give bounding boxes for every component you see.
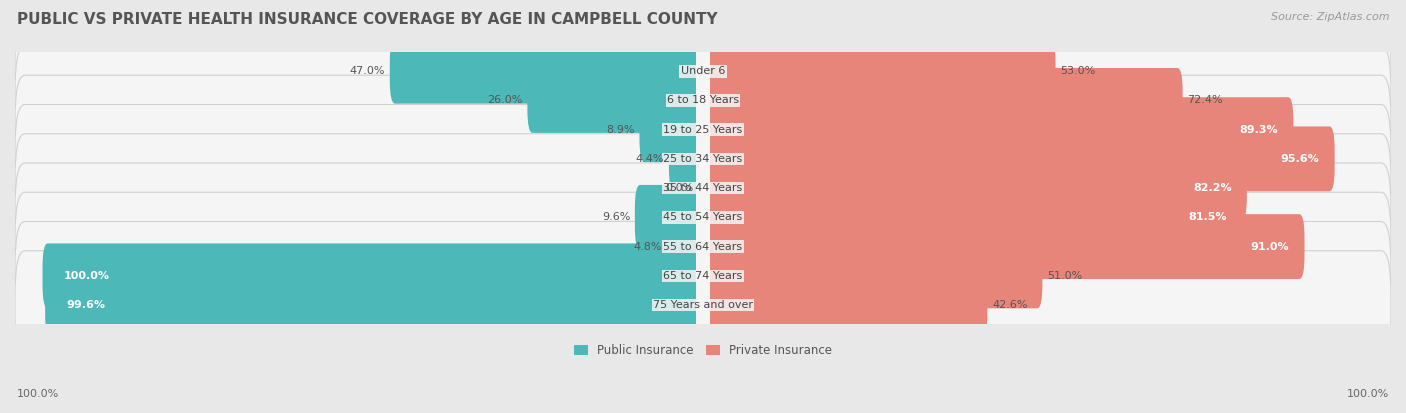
FancyBboxPatch shape [527,68,709,133]
FancyBboxPatch shape [15,192,1391,301]
Bar [696,33,706,109]
Text: 25 to 34 Years: 25 to 34 Years [664,154,742,164]
Text: 81.5%: 81.5% [1188,212,1227,222]
Bar [696,237,706,314]
Text: 89.3%: 89.3% [1240,125,1278,135]
Bar [700,33,710,109]
Text: 91.0%: 91.0% [1251,242,1289,252]
FancyBboxPatch shape [15,134,1391,242]
FancyBboxPatch shape [697,68,1182,133]
Text: 75 Years and over: 75 Years and over [652,300,754,310]
Text: 100.0%: 100.0% [65,271,110,281]
Bar [696,121,706,197]
Bar [696,267,706,344]
Text: 100.0%: 100.0% [17,389,59,399]
Text: 9.6%: 9.6% [602,212,630,222]
Legend: Public Insurance, Private Insurance: Public Insurance, Private Insurance [569,339,837,362]
Bar [700,267,710,344]
FancyBboxPatch shape [15,163,1391,272]
Text: 0.0%: 0.0% [665,183,693,193]
FancyBboxPatch shape [45,273,709,337]
FancyBboxPatch shape [15,75,1391,184]
Text: Source: ZipAtlas.com: Source: ZipAtlas.com [1271,12,1389,22]
Text: 42.6%: 42.6% [993,300,1028,310]
FancyBboxPatch shape [666,214,709,279]
Text: 26.0%: 26.0% [488,95,523,105]
Text: 45 to 54 Years: 45 to 54 Years [664,212,742,222]
Text: 95.6%: 95.6% [1281,154,1320,164]
FancyBboxPatch shape [697,97,1294,162]
FancyBboxPatch shape [697,214,1305,279]
FancyBboxPatch shape [697,185,1243,250]
Text: 8.9%: 8.9% [606,125,636,135]
Bar [696,91,706,168]
Text: 4.8%: 4.8% [633,242,662,252]
FancyBboxPatch shape [389,39,709,104]
FancyBboxPatch shape [640,97,709,162]
FancyBboxPatch shape [697,39,1056,104]
Bar [696,179,706,256]
Text: 35 to 44 Years: 35 to 44 Years [664,183,742,193]
FancyBboxPatch shape [15,17,1391,126]
Text: 19 to 25 Years: 19 to 25 Years [664,125,742,135]
FancyBboxPatch shape [697,156,1247,221]
Text: 6 to 18 Years: 6 to 18 Years [666,95,740,105]
Text: 47.0%: 47.0% [350,66,385,76]
Bar [700,208,710,285]
FancyBboxPatch shape [15,104,1391,213]
FancyBboxPatch shape [697,126,1334,191]
Bar [700,237,710,314]
Text: 72.4%: 72.4% [1187,95,1223,105]
FancyBboxPatch shape [697,243,1042,309]
FancyBboxPatch shape [42,243,709,309]
Bar [696,150,706,226]
Text: 53.0%: 53.0% [1060,66,1095,76]
FancyBboxPatch shape [15,251,1391,359]
FancyBboxPatch shape [636,185,709,250]
Text: 65 to 74 Years: 65 to 74 Years [664,271,742,281]
Bar [700,91,710,168]
FancyBboxPatch shape [697,273,987,337]
Text: 51.0%: 51.0% [1047,271,1083,281]
FancyBboxPatch shape [669,126,709,191]
Text: 82.2%: 82.2% [1194,183,1232,193]
Bar [700,179,710,256]
Bar [696,208,706,285]
Text: 99.6%: 99.6% [66,300,105,310]
Text: 4.4%: 4.4% [636,154,665,164]
FancyBboxPatch shape [15,46,1391,155]
Text: Under 6: Under 6 [681,66,725,76]
Bar [700,121,710,197]
Text: 100.0%: 100.0% [1347,389,1389,399]
Text: PUBLIC VS PRIVATE HEALTH INSURANCE COVERAGE BY AGE IN CAMPBELL COUNTY: PUBLIC VS PRIVATE HEALTH INSURANCE COVER… [17,12,717,27]
Bar [696,62,706,139]
Bar [700,62,710,139]
Text: 55 to 64 Years: 55 to 64 Years [664,242,742,252]
FancyBboxPatch shape [15,221,1391,330]
